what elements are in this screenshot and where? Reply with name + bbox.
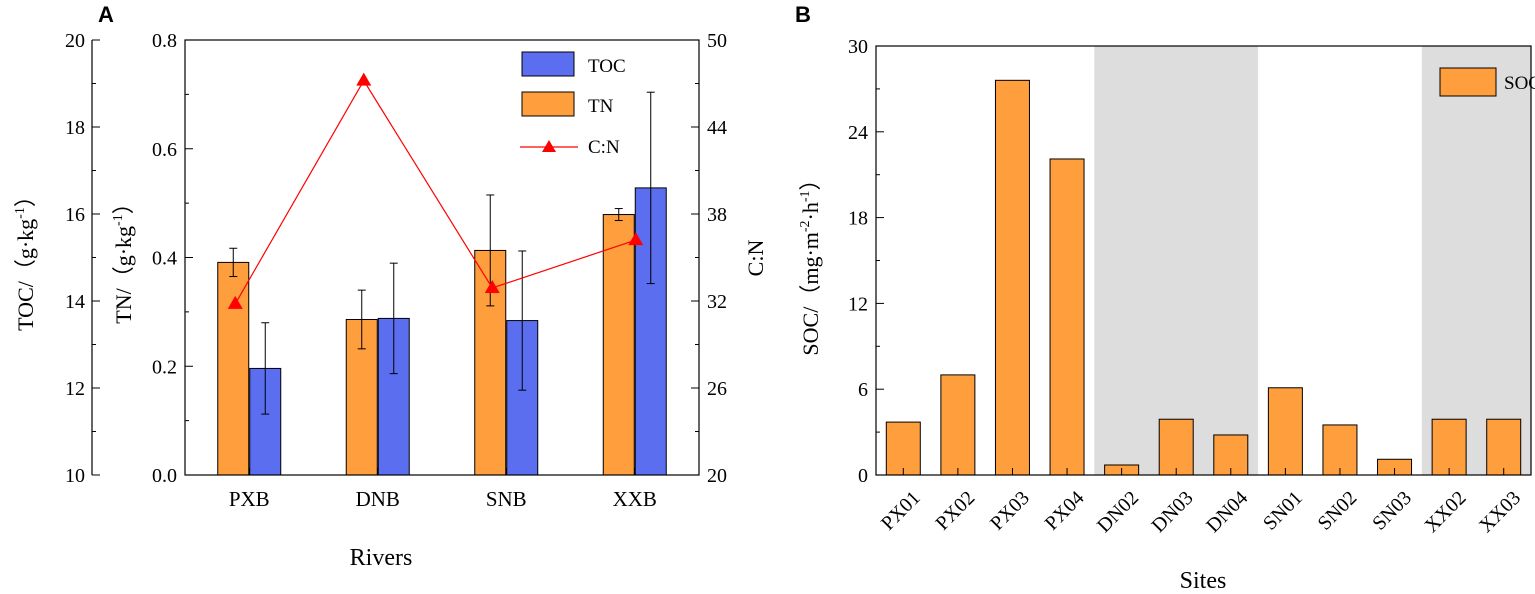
site-label-sn03: SN03	[1368, 487, 1416, 535]
soc-bar-px03	[994, 79, 1030, 476]
cn-marker-snb	[484, 279, 500, 293]
river-label-pxb: PXB	[229, 487, 270, 511]
toc-axis-label: TOC/（g·kg-1）	[13, 185, 38, 331]
cn-axis: 20 26 32 38 44 50	[691, 30, 727, 487]
soc-tick-label: 18	[848, 208, 868, 230]
soc-tick-label: 0	[858, 465, 868, 487]
panel-a: A 10 12 14 16 18 20 0.0 0.2 0.4 0.6 0.8 20 26 32 38 4…	[13, 2, 768, 571]
toc-tick-label: 18	[65, 117, 85, 139]
soc-tick-label: 12	[848, 293, 868, 315]
cn-tick-label: 20	[707, 465, 727, 487]
toc-tick-label: 10	[65, 465, 85, 487]
site-axis: PX01 PX02 PX03 PX04 DN02 DN03 DN04 SN01 SN02 SN03…	[877, 468, 1525, 537]
soc-bar-sn01	[1267, 387, 1303, 476]
rivers-axis-label: Rivers	[350, 545, 413, 571]
panel-label-a: A	[98, 2, 114, 27]
tn-bar-pxb	[217, 261, 250, 476]
toc-tick-label: 20	[65, 30, 85, 52]
legend-label-cn: C:N	[588, 137, 620, 158]
cn-axis-label: C:N	[743, 240, 768, 277]
shade-xx	[1421, 46, 1531, 475]
tn-axis: 0.0 0.2 0.4 0.6 0.8	[152, 30, 193, 487]
error-bars	[229, 91, 655, 415]
panel-label-b: B	[795, 2, 811, 27]
shade-dn	[1094, 46, 1259, 475]
legend-label-tn: TN	[588, 96, 614, 117]
site-label-px04: PX04	[1041, 487, 1089, 535]
soc-axis-label: SOC/（mg·m-2·h-1）	[798, 168, 823, 355]
cn-tick-label: 26	[707, 378, 727, 400]
cn-marker-xxb	[628, 232, 644, 246]
sites-axis-label: Sites	[1180, 568, 1227, 594]
site-label-dn02: DN02	[1093, 487, 1143, 537]
soc-bar-sn02	[1322, 424, 1358, 476]
river-label-snb: SNB	[486, 487, 527, 511]
soc-bar-xx02	[1431, 418, 1467, 476]
soc-tick-label: 24	[848, 122, 868, 144]
cn-tick-label: 44	[707, 117, 727, 139]
legend-swatch-soc	[1439, 67, 1497, 97]
tn-tick-label: 0.6	[152, 139, 177, 161]
legend-swatch-tn	[521, 91, 575, 117]
toc-tick-label: 14	[65, 291, 85, 313]
toc-axis: 10 12 14 16 18 20	[65, 30, 100, 487]
soc-axis: 0 6 12 18 24 30	[848, 36, 884, 487]
cn-series-line	[234, 79, 636, 305]
site-label-px01: PX01	[877, 487, 925, 535]
tn-tick-label: 0.4	[152, 248, 177, 270]
tn-tick-label: 0.0	[152, 465, 177, 487]
soc-bars	[885, 79, 1522, 476]
legend-label-soc: SOC	[1504, 73, 1535, 94]
cn-marker-pxb	[227, 295, 243, 309]
shaded-groups	[1094, 46, 1531, 475]
tn-tick-label: 0.2	[152, 356, 177, 378]
soc-bar-dn03	[1158, 418, 1194, 476]
soc-tick-label: 30	[848, 36, 868, 58]
river-axis: PXB DNB SNB XXB	[229, 468, 657, 511]
panel-b: B 0 6 12 18 24 30 PX01 PX02 PX03 PX04 DN02 DN03 DN0…	[795, 2, 1535, 594]
soc-tick-label: 6	[858, 379, 868, 401]
cn-tick-label: 32	[707, 291, 727, 313]
legend-a: TOC TN C:N	[520, 51, 626, 158]
river-label-xxb: XXB	[613, 487, 657, 511]
soc-bar-px04	[1049, 158, 1085, 476]
site-label-px02: PX02	[932, 487, 980, 535]
site-label-sn01: SN01	[1259, 487, 1307, 535]
toc-tick-label: 12	[65, 378, 85, 400]
tn-bar-xxb	[602, 214, 635, 476]
toc-tick-label: 16	[65, 204, 85, 226]
cn-tick-label: 50	[707, 30, 727, 52]
soc-bar-xx03	[1486, 418, 1522, 476]
site-label-dn04: DN04	[1202, 487, 1252, 537]
river-label-dnb: DNB	[356, 487, 400, 511]
site-label-xx02: XX02	[1420, 487, 1470, 537]
cn-tick-label: 38	[707, 204, 727, 226]
soc-bar-px02	[940, 374, 976, 476]
tn-axis-label: TN/（g·kg-1）	[111, 192, 136, 323]
cn-marker-dnb	[356, 72, 372, 86]
legend-b: SOC	[1439, 67, 1535, 97]
legend-swatch-toc	[521, 51, 575, 77]
cn-line	[227, 72, 644, 309]
tn-tick-label: 0.8	[152, 30, 177, 52]
site-label-dn03: DN03	[1148, 487, 1198, 537]
legend-marker-cn	[542, 140, 556, 152]
soc-bar-px01	[885, 421, 921, 476]
site-label-px03: PX03	[986, 487, 1034, 535]
site-label-sn02: SN02	[1314, 487, 1362, 535]
site-label-xx03: XX03	[1475, 487, 1525, 537]
legend-label-toc: TOC	[588, 56, 626, 77]
